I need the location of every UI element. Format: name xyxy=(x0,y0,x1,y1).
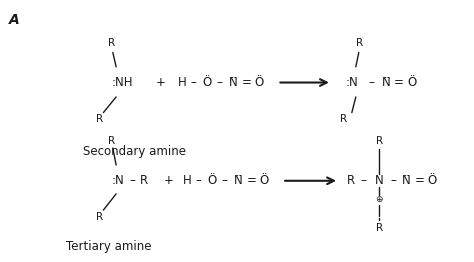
Text: N̈: N̈ xyxy=(402,174,410,187)
Text: Ö: Ö xyxy=(255,76,264,89)
Text: R: R xyxy=(108,136,115,146)
Text: R: R xyxy=(356,38,364,48)
Text: –: – xyxy=(191,76,196,89)
Text: Ö: Ö xyxy=(407,76,417,89)
Text: R: R xyxy=(108,38,115,48)
Text: –: – xyxy=(221,174,227,187)
Text: R: R xyxy=(375,223,383,233)
Text: Ö: Ö xyxy=(260,174,269,187)
Text: =: = xyxy=(246,174,256,187)
Text: Tertiary amine: Tertiary amine xyxy=(66,240,152,253)
Text: =: = xyxy=(394,76,404,89)
Text: A: A xyxy=(9,13,19,27)
Text: Ö: Ö xyxy=(208,174,217,187)
Text: –: – xyxy=(217,76,222,89)
Text: +: + xyxy=(156,76,166,89)
Text: Secondary amine: Secondary amine xyxy=(83,145,186,159)
Text: ⊕: ⊕ xyxy=(375,195,383,204)
Text: –: – xyxy=(390,174,396,187)
Text: =: = xyxy=(414,174,424,187)
Text: –: – xyxy=(360,174,366,187)
Text: N̈: N̈ xyxy=(382,76,390,89)
Text: =: = xyxy=(242,76,251,89)
Text: H: H xyxy=(183,174,191,187)
Text: N̈: N̈ xyxy=(229,76,238,89)
Text: :N: :N xyxy=(346,76,358,89)
Text: +: + xyxy=(164,174,173,187)
Text: R: R xyxy=(96,212,103,222)
Text: R: R xyxy=(375,136,383,146)
Text: –: – xyxy=(129,174,136,187)
Text: H: H xyxy=(178,76,187,89)
Text: :NH: :NH xyxy=(111,76,133,89)
Text: N̈: N̈ xyxy=(234,174,243,187)
Text: –: – xyxy=(195,174,201,187)
Text: –: – xyxy=(369,76,375,89)
Text: :N: :N xyxy=(111,174,124,187)
Text: R: R xyxy=(140,174,148,187)
Text: N: N xyxy=(375,174,383,187)
Text: R: R xyxy=(340,114,347,124)
Text: R: R xyxy=(96,114,103,124)
Text: R: R xyxy=(347,174,355,187)
Text: Ö: Ö xyxy=(428,174,437,187)
Text: Ö: Ö xyxy=(203,76,212,89)
